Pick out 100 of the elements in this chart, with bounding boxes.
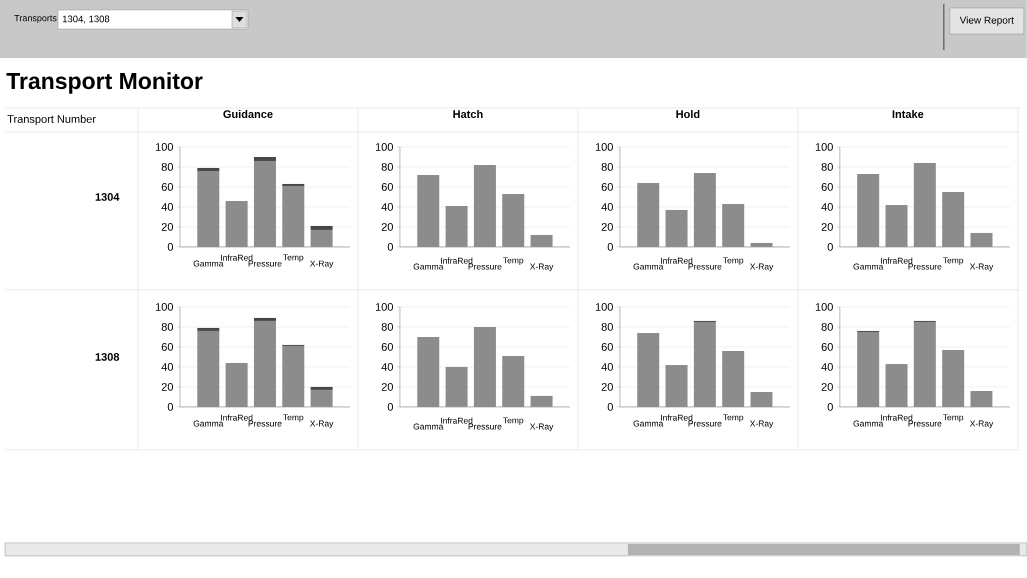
- y-tick-label: 80: [161, 323, 174, 331]
- x-tick-label: Temp: [503, 417, 524, 426]
- bar: [885, 363, 908, 407]
- x-tick-label: Pressure: [468, 263, 502, 270]
- x-tick-label: X-Ray: [309, 420, 334, 429]
- y-tick-label: 100: [155, 303, 174, 311]
- y-tick-label: 0: [387, 403, 393, 411]
- bar: [693, 322, 716, 407]
- x-tick-label: X-Ray: [749, 263, 774, 272]
- x-tick-label: Pressure: [908, 263, 942, 270]
- x-tick-label: Pressure: [248, 260, 282, 267]
- x-tick-label: Temp: [283, 254, 304, 263]
- bar: [253, 157, 276, 162]
- x-tick-label: Gamma: [193, 420, 224, 427]
- x-tick-label: InfraRed: [661, 414, 693, 421]
- bar: [445, 366, 468, 407]
- text: Transport Monitor: [6, 72, 203, 94]
- x-tick-label: Gamma: [413, 423, 444, 430]
- x-tick-label: Temp: [283, 414, 304, 423]
- bar: [637, 333, 660, 407]
- bar: [913, 163, 936, 248]
- y-tick-label: 40: [381, 203, 393, 211]
- y-tick-label: 60: [821, 183, 833, 191]
- x-tick-label: Temp: [723, 414, 744, 423]
- y-tick-label: 40: [601, 203, 613, 211]
- x-tick-label: InfraRed: [661, 257, 693, 264]
- x-tick-label: X-Ray: [529, 423, 554, 432]
- y-tick-label: 100: [815, 303, 833, 311]
- x-tick-label: X-Ray: [969, 263, 994, 272]
- bar: [913, 322, 936, 407]
- bar: [310, 386, 333, 390]
- bar: [282, 346, 305, 407]
- y-tick-label: 60: [381, 343, 393, 351]
- bar: [310, 230, 333, 248]
- chart-title: Hatch: [453, 110, 483, 119]
- bar: [665, 364, 688, 407]
- y-tick-label: 0: [607, 243, 613, 251]
- bar: [750, 243, 773, 248]
- y-tick-label: 40: [161, 363, 174, 371]
- y-tick-label: 100: [815, 143, 833, 151]
- x-tick-label: InfraRed: [880, 414, 913, 421]
- x-tick-label: Temp: [723, 257, 744, 266]
- bar: [445, 206, 468, 248]
- bar: [722, 351, 745, 407]
- y-tick-label: 80: [821, 323, 833, 331]
- y-tick-label: 0: [607, 403, 613, 411]
- y-tick-label: 60: [601, 183, 613, 191]
- y-tick-label: 40: [161, 203, 174, 211]
- chart-title: Intake: [892, 110, 924, 119]
- y-tick-label: 80: [381, 163, 393, 171]
- x-tick-label: Gamma: [853, 420, 884, 427]
- x-tick-label: Gamma: [853, 263, 884, 270]
- y-tick-label: 60: [821, 343, 833, 351]
- x-tick-label: Gamma: [193, 260, 224, 267]
- x-tick-label: InfraRed: [880, 257, 913, 264]
- bar: [417, 175, 440, 248]
- y-tick-label: 20: [161, 223, 174, 231]
- x-tick-label: Temp: [942, 414, 964, 423]
- chart-title: Hold: [676, 110, 700, 119]
- bar: [253, 321, 276, 407]
- y-tick-label: 60: [161, 183, 174, 191]
- bar: [530, 395, 553, 407]
- text: 1304, 1308: [62, 15, 110, 24]
- bar: [970, 233, 993, 248]
- bar: [282, 186, 305, 248]
- bar: [857, 174, 880, 248]
- x-tick-label: InfraRed: [441, 417, 473, 424]
- y-tick-label: 40: [381, 363, 393, 371]
- bar: [310, 389, 333, 407]
- y-tick-label: 40: [821, 203, 833, 211]
- y-tick-label: 80: [601, 323, 613, 331]
- x-tick-label: Gamma: [633, 263, 664, 270]
- x-tick-label: Gamma: [413, 263, 444, 270]
- y-tick-label: 100: [375, 143, 393, 151]
- y-axis-title: 1304: [95, 193, 120, 201]
- bar: [970, 390, 993, 407]
- y-tick-label: 20: [381, 383, 393, 391]
- y-tick-label: 100: [595, 143, 613, 151]
- y-axis-title: 1308: [95, 353, 120, 361]
- y-tick-label: 0: [827, 403, 833, 411]
- y-tick-label: 60: [381, 183, 393, 191]
- bar: [750, 391, 773, 407]
- bar: [857, 332, 880, 407]
- x-tick-label: InfraRed: [221, 414, 253, 421]
- y-tick-label: 20: [821, 383, 833, 391]
- bar: [942, 350, 965, 407]
- bar: [225, 362, 248, 407]
- y-tick-label: 60: [601, 343, 613, 351]
- y-tick-label: 100: [595, 303, 613, 311]
- bar: [417, 337, 440, 407]
- bar: [530, 235, 553, 248]
- bar: [885, 205, 908, 248]
- y-tick-label: 20: [161, 383, 174, 391]
- y-tick-label: 80: [601, 163, 613, 171]
- y-tick-label: 80: [161, 163, 174, 171]
- x-tick-label: InfraRed: [441, 257, 473, 264]
- bar: [473, 165, 496, 248]
- x-tick-label: Pressure: [688, 420, 722, 427]
- x-tick-label: Temp: [942, 257, 964, 266]
- bar: [253, 161, 276, 248]
